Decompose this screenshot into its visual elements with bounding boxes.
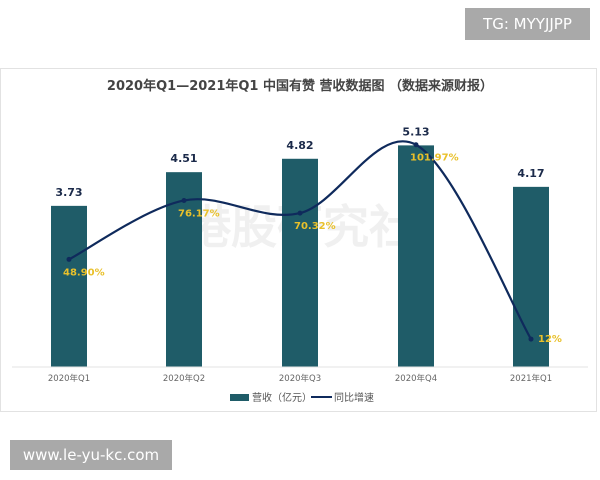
legend-line-label: 同比增速 — [334, 391, 374, 404]
growth-point — [413, 142, 419, 148]
growth-line — [68, 140, 532, 340]
growth-point — [528, 336, 534, 342]
legend-bar-swatch — [230, 394, 249, 401]
growth-rate-label: 12% — [538, 334, 562, 345]
bar-value-label: 4.17 — [517, 167, 544, 180]
tg-watermark-label: TG: MYYJJPP — [465, 8, 590, 40]
growth-rate-label: 48.90% — [63, 267, 105, 278]
x-tick-label: 2020年Q1 — [48, 373, 90, 384]
bar-2020年Q3 — [282, 158, 318, 367]
x-tick-label: 2021年Q1 — [510, 373, 552, 384]
bar-value-label: 4.51 — [170, 152, 197, 165]
bar-value-label: 4.82 — [286, 139, 313, 152]
legend: 营收（亿元） 同比增速 — [230, 391, 374, 404]
growth-rate-label: 76.17% — [178, 208, 220, 219]
x-tick-label: 2020年Q2 — [163, 373, 205, 384]
bar-2020年Q1 — [51, 205, 87, 367]
growth-rate-label: 101.97% — [410, 153, 459, 164]
growth-rate-label: 70.32% — [294, 221, 336, 232]
x-tick-label: 2020年Q3 — [279, 373, 321, 384]
growth-point — [297, 210, 303, 216]
chart-title: 2020年Q1—2021年Q1 中国有赞 营收数据图 （数据来源财报） — [107, 78, 493, 94]
legend-bar-label: 营收（亿元） — [252, 391, 312, 404]
bar-2020年Q4 — [398, 145, 434, 367]
bar-value-label: 5.13 — [402, 125, 429, 138]
site-watermark-label: www.le-yu-kc.com — [10, 440, 172, 470]
growth-point — [181, 197, 187, 203]
x-tick-label: 2020年Q4 — [395, 373, 437, 384]
bar-value-label: 3.73 — [55, 186, 82, 199]
growth-point — [66, 256, 72, 262]
